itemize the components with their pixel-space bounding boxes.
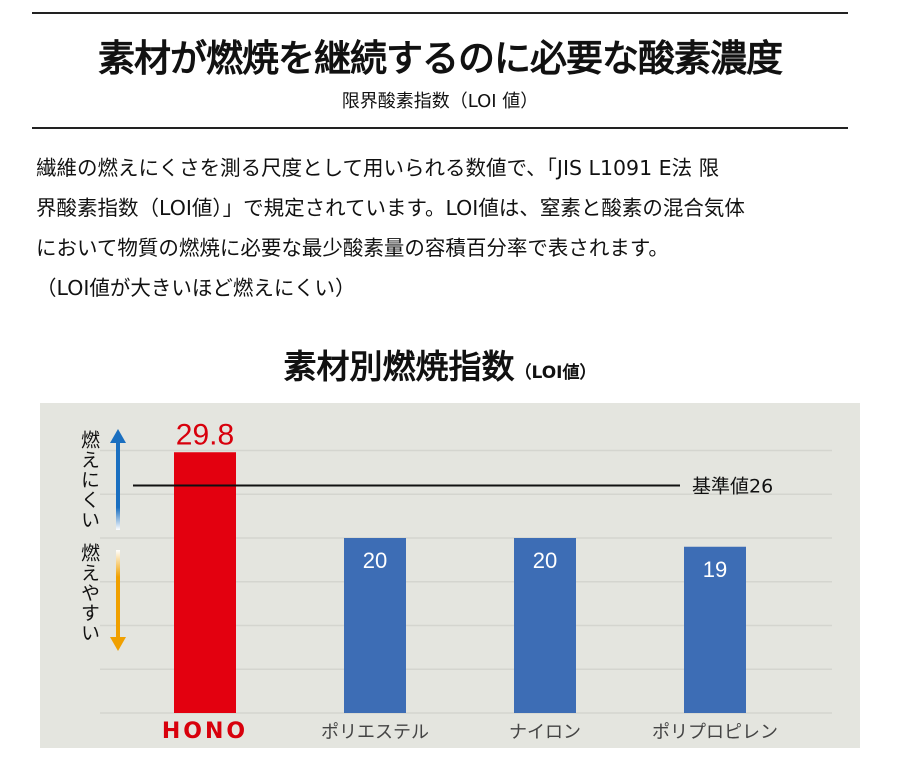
description-line: において物質の燃焼に必要な最少酸素量の容積百分率で表されます。	[36, 236, 669, 260]
data-label: 19	[703, 557, 727, 582]
description-line: 繊維の燃えにくさを測る尺度として用いられる数値で、「JIS L1091 E法 限	[36, 156, 720, 180]
bar-HONO	[174, 452, 236, 713]
hard-to-burn-label: 燃えにくい	[78, 430, 100, 530]
top-rule	[32, 12, 848, 14]
category-label: ポリエステル	[321, 722, 429, 743]
arrow-up-icon	[110, 429, 126, 443]
header-rule	[32, 127, 848, 129]
bar-ポリエステル	[344, 538, 406, 713]
chart-title-unit: （LOI値）	[514, 363, 597, 383]
page-subtitle: 限界酸素指数（LOI 値）	[341, 91, 539, 112]
bar-ナイロン	[514, 538, 576, 713]
chart-title: 素材別燃焼指数（LOI値）	[0, 340, 880, 388]
description: 繊維の燃えにくさを測る尺度として用いられる数値で、「JIS L1091 E法 限…	[36, 148, 866, 308]
easy-to-burn-label: 燃えやすい	[78, 543, 100, 643]
page-title: 素材が燃焼を継続するのに必要な酸素濃度	[98, 37, 783, 80]
data-label: 20	[533, 548, 557, 573]
arrow-down-shaft	[116, 550, 120, 640]
category-label: ナイロン	[509, 722, 581, 743]
category-label: HONO	[162, 719, 248, 744]
data-label: 29.8	[176, 418, 234, 451]
data-label: 20	[363, 548, 387, 573]
arrow-up-shaft	[116, 440, 120, 530]
description-line: 界酸素指数（LOI値）」で規定されています。LOI値は、窒素と酸素の混合気体	[36, 196, 745, 220]
bar-ポリプロピレン	[684, 546, 746, 713]
arrow-down-icon	[110, 637, 126, 651]
category-label: ポリプロピレン	[652, 722, 778, 743]
description-line: （LOI値が大きいほど燃えにくい）	[36, 276, 356, 300]
reference-label: 基準値26	[692, 476, 773, 498]
chart-title-main: 素材別燃焼指数	[283, 347, 515, 386]
